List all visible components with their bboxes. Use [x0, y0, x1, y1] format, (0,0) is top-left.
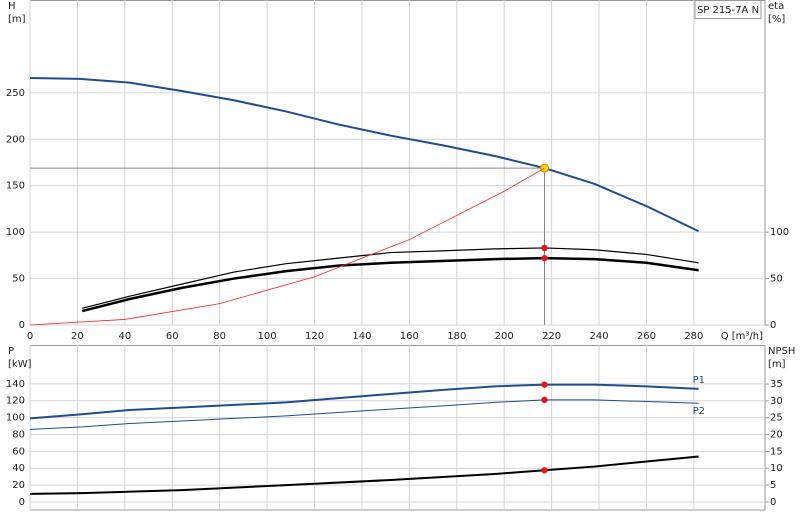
curve [81, 256, 699, 313]
curve [29, 399, 699, 430]
chart-title: SP 215-7A N [697, 5, 759, 16]
series-label: P1 [693, 375, 705, 386]
duty-point [541, 244, 548, 252]
title-box [694, 0, 762, 19]
y-axis-label: H [8, 1, 16, 12]
y-tick-label: 40 [12, 463, 25, 474]
y2-tick-label: 5 [770, 480, 776, 491]
curve [29, 77, 700, 233]
y-tick-label: 140 [6, 379, 25, 390]
x-tick-label: 120 [305, 331, 324, 342]
y-tick-label: 250 [6, 88, 25, 99]
x-tick-label: 240 [589, 331, 608, 342]
y2-axis-label: [m] [768, 359, 786, 370]
x-tick-label: 220 [542, 331, 561, 342]
y2-tick-label: 10 [770, 463, 783, 474]
y-axis-label: [kW] [8, 359, 32, 370]
y-tick-label: 120 [6, 396, 25, 407]
x-tick-label: 260 [637, 331, 656, 342]
y-tick-label: 50 [12, 274, 25, 285]
y2-tick-label: 20 [770, 430, 783, 441]
x-tick-label: 100 [258, 331, 277, 342]
x-tick-label: 0 [27, 331, 33, 342]
curve [29, 167, 545, 326]
duty-point [541, 254, 548, 262]
curve [29, 455, 699, 495]
y-axis-label: [m] [8, 14, 26, 25]
y-tick-label: 200 [6, 134, 25, 145]
y2-axis-label: [%] [768, 14, 785, 25]
y2-tick-label: 100 [770, 227, 789, 238]
y2-tick-label: 0 [770, 497, 776, 508]
y-tick-label: 60 [12, 446, 25, 457]
y2-tick-label: 15 [770, 446, 783, 457]
y-tick-label: 100 [6, 413, 25, 424]
duty-point [541, 467, 548, 474]
x-tick-label: 280 [684, 331, 703, 342]
x-axis-label: Q [m³/h] [721, 331, 763, 342]
y-tick-label: 0 [19, 497, 25, 508]
duty-point [541, 396, 548, 404]
x-tick-label: 80 [213, 331, 226, 342]
y2-tick-label: 30 [770, 396, 783, 407]
y-tick-label: 20 [12, 480, 25, 491]
curve [29, 383, 699, 420]
y2-tick-label: 50 [770, 274, 783, 285]
y-tick-label: 80 [12, 429, 25, 440]
y2-tick-label: 25 [770, 413, 783, 424]
x-tick-label: 160 [400, 331, 419, 342]
y-tick-label: 0 [19, 320, 25, 331]
y-tick-label: 150 [6, 181, 25, 192]
y2-tick-label: 35 [770, 379, 783, 390]
series-label: P2 [693, 406, 705, 417]
y2-axis-label: NPSH [768, 346, 795, 357]
y-axis-label: P [8, 346, 14, 357]
duty-point [541, 381, 548, 388]
x-tick-label: 40 [118, 331, 131, 342]
y2-tick-label: 0 [770, 320, 776, 331]
x-tick-label: 180 [447, 331, 466, 342]
y-tick-label: 100 [6, 227, 25, 238]
x-tick-label: 20 [71, 331, 84, 342]
x-tick-label: 200 [495, 331, 514, 342]
x-tick-label: 140 [352, 331, 371, 342]
curve [82, 247, 699, 309]
x-tick-label: 60 [166, 331, 179, 342]
y2-axis-label: eta [768, 1, 784, 12]
plot-frame [29, 0, 766, 326]
